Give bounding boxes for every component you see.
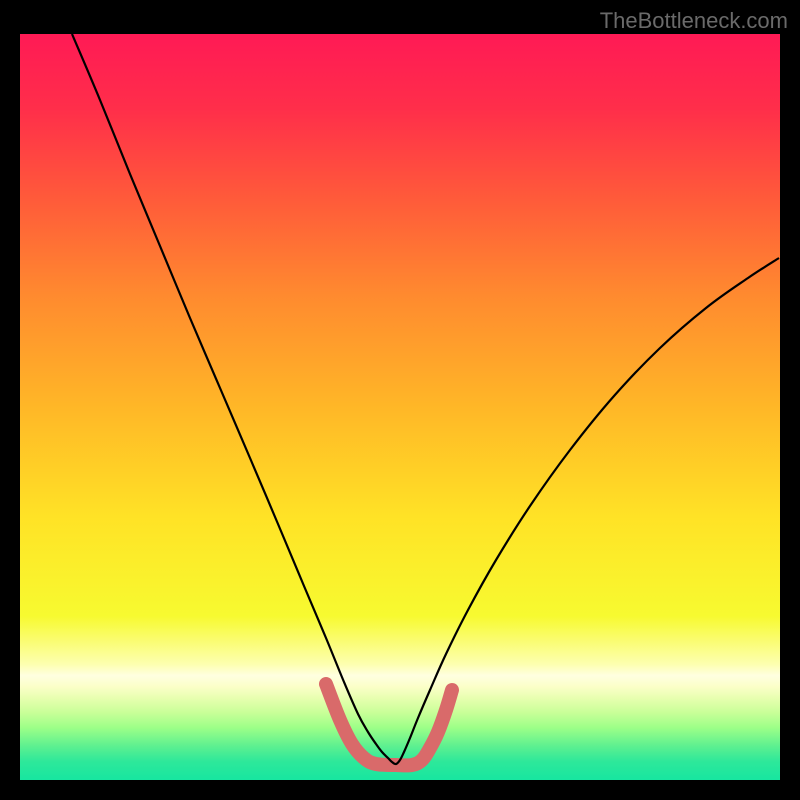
- frame-bottom: [0, 780, 800, 800]
- frame-left: [0, 0, 20, 800]
- plot-area: [20, 34, 780, 780]
- frame-right: [780, 0, 800, 800]
- watermark-text: TheBottleneck.com: [600, 8, 788, 34]
- gradient-svg: [20, 34, 780, 780]
- background-gradient: [20, 34, 780, 780]
